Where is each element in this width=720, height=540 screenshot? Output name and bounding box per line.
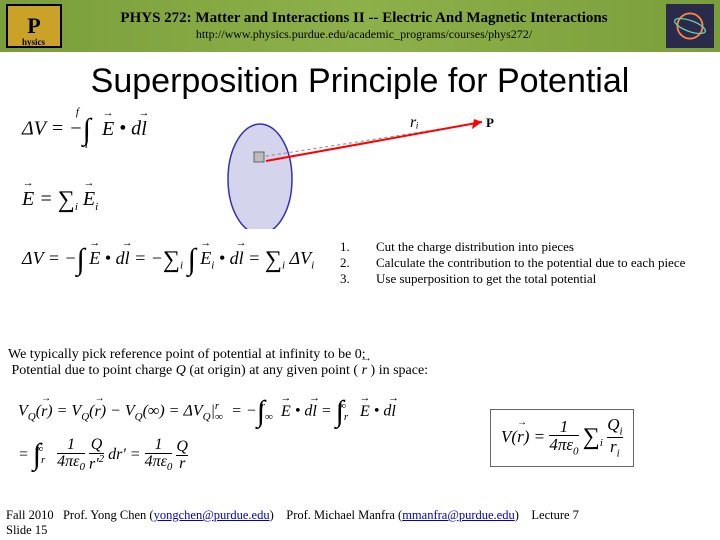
eq-integral-result: = ∫r∞ 14πε0 Qr'2 dr' = 14πε0 Qr	[18, 437, 188, 473]
paragraph: We typically pick reference point of pot…	[8, 347, 708, 379]
para-line2c: ) in space:	[367, 363, 428, 378]
para-line2a: Potential due to point charge	[12, 363, 176, 378]
eq-Vr-boxed: V(r) = 14πε0 ∑i Qiri	[490, 409, 634, 467]
r-vector-line	[266, 122, 482, 161]
r-label: rᵢ	[410, 114, 419, 131]
textbook-logo	[666, 4, 714, 48]
email1-link[interactable]: yongchen@purdue.edu	[154, 508, 270, 522]
eq-VQ-r: VQ(r) = VQ(r) − VQ(∞) = ΔVQ|∞r = −∫∞r E …	[18, 395, 396, 429]
footer-slide: Slide 15	[6, 523, 47, 537]
para-r: r	[362, 363, 367, 379]
para-line1: We typically pick reference point of pot…	[8, 347, 366, 362]
charge-piece	[254, 152, 264, 162]
email2-link[interactable]: mmanfra@purdue.edu	[402, 508, 515, 522]
step-num: 3.	[340, 271, 376, 287]
footer-semester: Fall 2010	[6, 508, 54, 522]
p-label: P	[486, 115, 494, 130]
course-title: PHYS 272: Matter and Interactions II -- …	[62, 10, 666, 27]
eq-deltaV-sum: ΔV = −∫ E • dl = −∑i ∫ Ei • dl = ∑i ΔVi	[22, 243, 314, 277]
step-num: 1.	[340, 239, 376, 255]
para-Q: Q	[176, 363, 186, 378]
step-text: Use superposition to get the total poten…	[376, 271, 700, 287]
step-text: Calculate the contribution to the potent…	[376, 255, 700, 271]
eq-deltaV: ΔV = −∫if E • dl	[22, 113, 147, 147]
course-url: http://www.physics.purdue.edu/academic_p…	[62, 28, 666, 42]
step-3: 3. Use superposition to get the total po…	[340, 271, 700, 287]
header-text: PHYS 272: Matter and Interactions II -- …	[62, 10, 666, 41]
footer-prof1: Prof. Yong Chen (	[63, 508, 154, 522]
charge-diagram: rᵢ P	[210, 109, 490, 249]
logo-letter: P	[27, 13, 40, 39]
footer-prof2: Prof. Michael Manfra (	[286, 508, 402, 522]
charge-ellipse	[228, 124, 292, 229]
step-2: 2. Calculate the contribution to the pot…	[340, 255, 700, 271]
step-num: 2.	[340, 255, 376, 271]
eq-E-sum: E = ∑i Ei	[22, 187, 98, 214]
slide-title: Superposition Principle for Potential	[0, 62, 720, 101]
para-line2b: (at origin) at any given point (	[186, 363, 362, 378]
footer-lecture: Lecture 7	[531, 508, 579, 522]
step-1: 1. Cut the charge distribution into piec…	[340, 239, 700, 255]
footer: Fall 2010 Prof. Yong Chen (yongchen@purd…	[0, 506, 720, 540]
header-bar: P PHYS 272: Matter and Interactions II -…	[0, 0, 720, 52]
content-area: rᵢ P ΔV = −∫if E • dl E = ∑i Ei ΔV = −∫ …	[0, 109, 720, 459]
r-vector-arrow	[472, 119, 482, 129]
steps-list: 1. Cut the charge distribution into piec…	[340, 239, 700, 287]
purdue-logo: P	[6, 4, 62, 48]
step-text: Cut the charge distribution into pieces	[376, 239, 700, 255]
